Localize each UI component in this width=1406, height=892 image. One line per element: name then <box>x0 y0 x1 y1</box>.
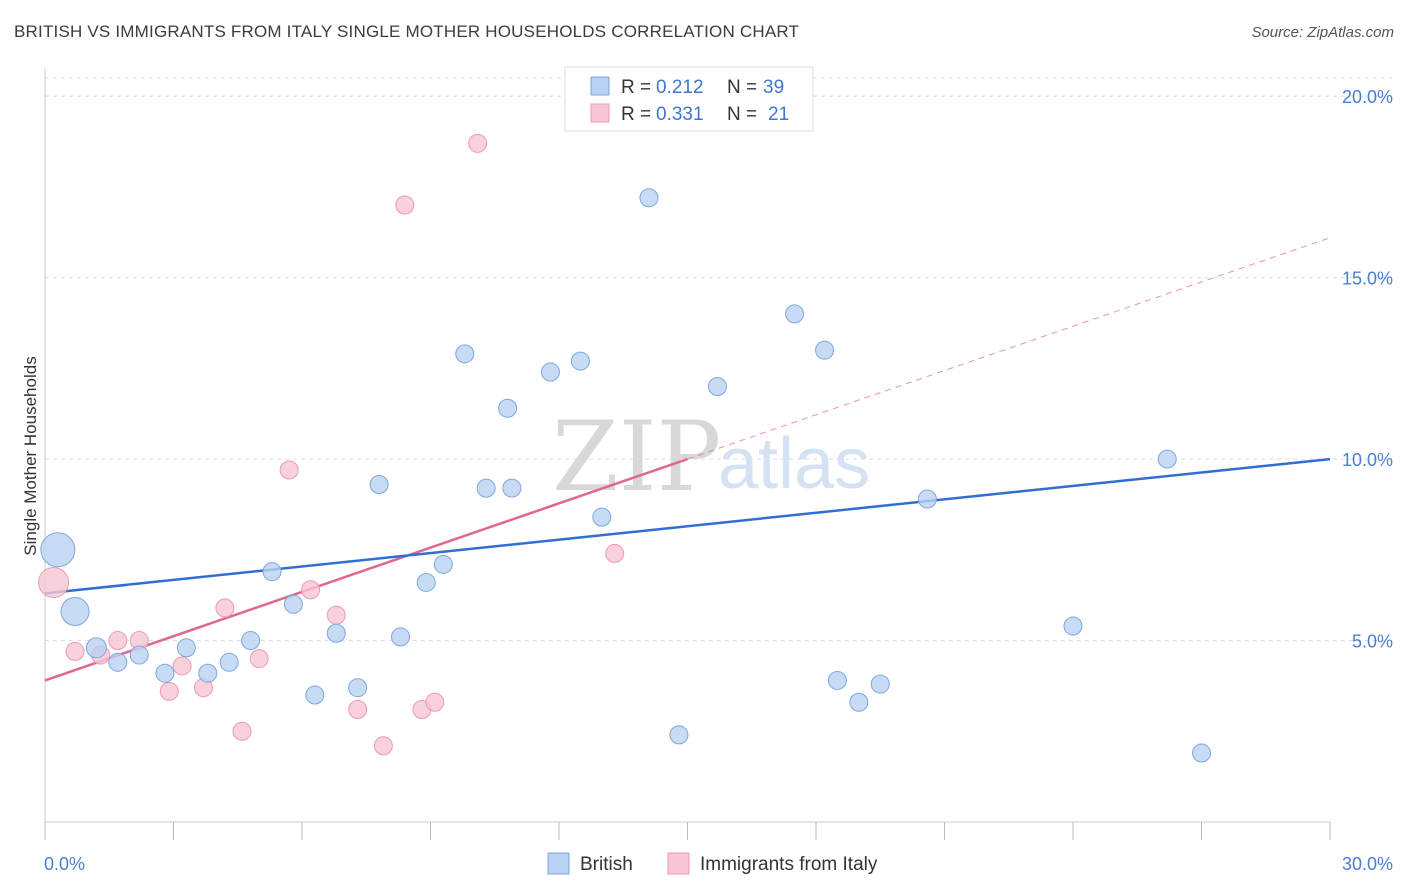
legend-n-value-british: 39 <box>763 77 784 98</box>
bottom-legend-british: British <box>580 854 633 875</box>
legend-n-value-italy: 21 <box>768 104 789 125</box>
legend-n-label-british: N = <box>727 77 757 98</box>
point-british <box>707 376 727 396</box>
watermark-atlas: atlas <box>718 424 870 504</box>
point-british <box>455 344 475 364</box>
y-tick-label: 15.0% <box>1342 269 1393 289</box>
legend-r-value-british: 0.212 <box>656 77 704 98</box>
y-tick-label: 5.0% <box>1352 632 1393 652</box>
point-british <box>1063 616 1083 636</box>
trend-line-italy-extension <box>687 237 1331 460</box>
point-british <box>433 554 453 574</box>
point-british <box>785 304 805 324</box>
point-italy <box>279 460 299 480</box>
point-british <box>219 652 239 672</box>
point-british <box>827 670 847 690</box>
legend-r-value-italy: 0.331 <box>656 104 704 125</box>
source-label: Source: ZipAtlas.com <box>1251 24 1394 41</box>
point-british <box>416 572 436 592</box>
point-british <box>348 678 368 698</box>
point-italy <box>159 681 179 701</box>
point-italy <box>65 641 85 661</box>
x-tick-label: 0.0% <box>44 854 85 874</box>
point-italy <box>38 566 70 598</box>
point-british <box>60 597 90 627</box>
point-italy <box>425 692 445 712</box>
point-british <box>476 478 496 498</box>
legend-swatch-british <box>590 76 610 96</box>
point-italy <box>215 598 235 618</box>
x-tick-label: 30.0% <box>1342 854 1393 874</box>
point-british <box>85 637 107 659</box>
point-british <box>391 627 411 647</box>
y-axis-label: Single Mother Households <box>21 356 40 555</box>
legend-r-label-italy: R = <box>621 104 651 125</box>
bottom-legend-swatch-italy <box>667 852 690 875</box>
point-british <box>1192 743 1211 763</box>
point-british <box>502 478 522 498</box>
point-british <box>262 562 282 582</box>
legend-r-label-british: R = <box>621 77 651 98</box>
chart-title: BRITISH VS IMMIGRANTS FROM ITALY SINGLE … <box>14 22 800 41</box>
point-italy <box>373 736 393 756</box>
point-british <box>592 507 612 527</box>
bottom-legend-swatch-british <box>547 852 570 875</box>
y-tick-label: 20.0% <box>1342 87 1393 107</box>
point-british <box>639 188 659 208</box>
point-british <box>283 594 303 614</box>
point-italy <box>301 580 321 600</box>
trend-line-italy <box>44 457 688 682</box>
point-italy <box>395 195 415 215</box>
point-british <box>369 474 389 494</box>
point-italy <box>232 721 252 741</box>
point-british <box>326 623 346 643</box>
y-tick-label: 10.0% <box>1342 450 1393 470</box>
point-british <box>40 532 76 568</box>
point-british <box>669 725 689 745</box>
point-british <box>917 489 937 509</box>
bottom-legend: British Immigrants from Italy <box>547 852 878 875</box>
point-british <box>540 362 560 382</box>
point-italy <box>348 699 368 719</box>
point-british <box>570 351 590 371</box>
point-british <box>176 638 196 658</box>
point-british <box>849 692 869 712</box>
legend-n-label-italy: N = <box>727 104 757 125</box>
point-italy <box>172 656 192 676</box>
legend-box: R = 0.212 N = 39 R = 0.331 N = 21 <box>564 66 814 132</box>
point-british <box>815 340 835 360</box>
point-italy <box>108 631 128 651</box>
point-italy <box>468 133 488 153</box>
trend-lines <box>44 237 1331 682</box>
trend-line-british <box>44 457 1331 595</box>
point-italy <box>326 605 346 625</box>
point-british <box>498 398 518 418</box>
point-british <box>108 652 128 672</box>
point-british <box>198 663 218 683</box>
data-points <box>38 133 1211 763</box>
tick-labels: 5.0% 10.0% 15.0% 20.0% 0.0% 30.0% <box>44 87 1393 874</box>
point-british <box>155 663 175 683</box>
point-british <box>129 645 149 665</box>
grid-lines <box>45 77 1392 642</box>
axes <box>44 68 1331 840</box>
legend-swatch-italy <box>590 103 610 123</box>
point-british <box>241 631 261 651</box>
point-italy <box>605 543 625 563</box>
point-british <box>1157 449 1177 469</box>
point-british <box>870 674 890 694</box>
bottom-legend-italy: Immigrants from Italy <box>700 854 878 875</box>
point-italy <box>249 649 269 669</box>
point-british <box>305 685 325 705</box>
